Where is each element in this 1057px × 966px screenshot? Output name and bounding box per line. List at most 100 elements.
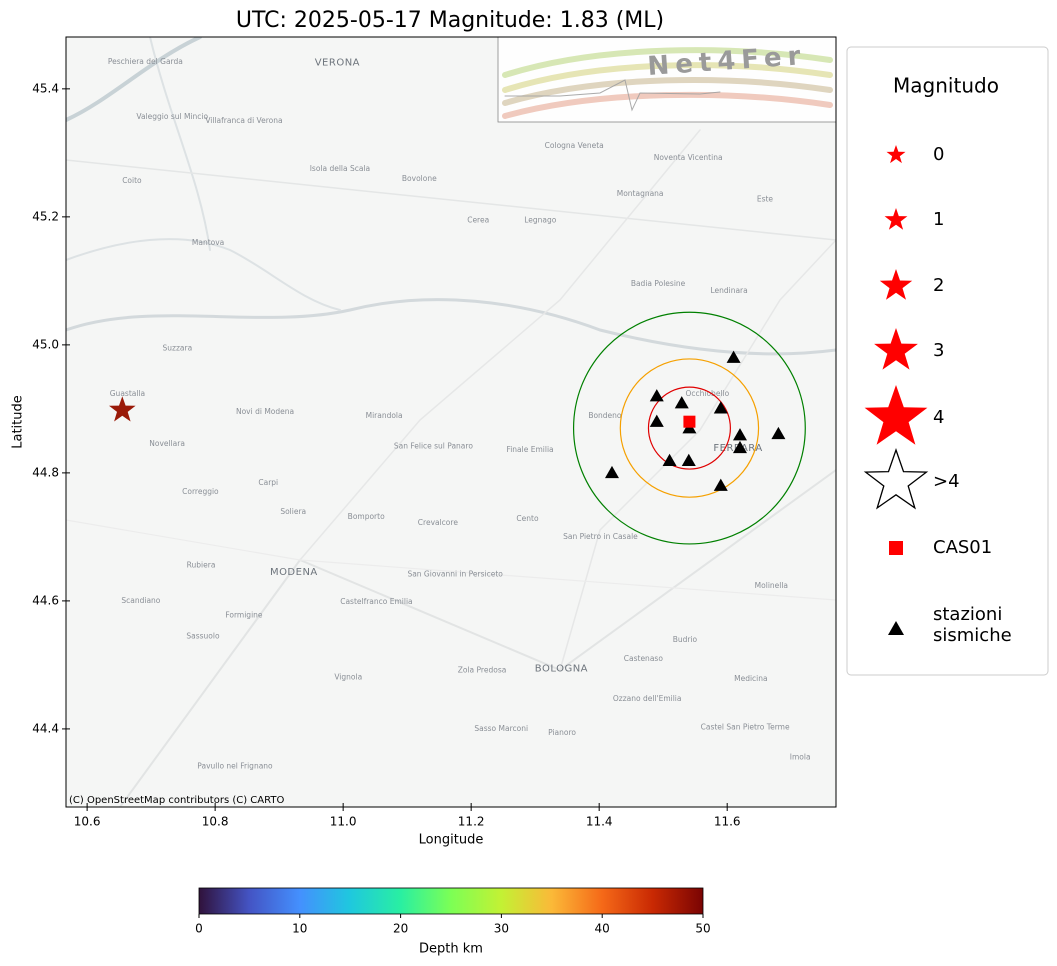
- station: [732, 428, 747, 441]
- map-label: Soliera: [280, 507, 306, 516]
- station: [732, 440, 747, 454]
- legend-label: CAS01: [933, 537, 992, 558]
- map-marks: [109, 311, 806, 545]
- map-label: Mantova: [192, 238, 224, 247]
- map-label: Novellara: [149, 439, 185, 448]
- colorbar-tick-label: 50: [695, 922, 710, 936]
- map-label: Molinella: [755, 581, 788, 590]
- x-tick-label: 11.2: [458, 815, 485, 829]
- colorbar-frame: [198, 887, 704, 915]
- legend-star: [863, 448, 929, 510]
- map-label: Occhiobello: [685, 389, 729, 398]
- legend-label: stazioni: [933, 604, 1002, 625]
- y-tick-label: 44.8: [32, 465, 59, 479]
- map-label: San Giovanni in Persiceto: [407, 570, 503, 579]
- map-label: Bomporto: [348, 512, 385, 521]
- map-label: Sassuolo: [186, 632, 220, 641]
- map-label: Montagnana: [617, 189, 664, 198]
- y-tick-label: 45.0: [32, 337, 59, 351]
- station: [649, 414, 664, 427]
- colorbar-tick-label: 0: [195, 922, 203, 936]
- map-label: Guastalla: [110, 389, 145, 398]
- station: [771, 426, 786, 440]
- x-axis-label: Longitude: [419, 833, 484, 848]
- map-label: Pavullo nel Frignano: [197, 762, 273, 771]
- map-label: Correggio: [182, 487, 219, 496]
- map-label: Castelfranco Emilia: [340, 597, 412, 606]
- legend-site: [889, 541, 903, 555]
- map-label: VERONA: [315, 58, 360, 69]
- map-label: Sasso Marconi: [474, 724, 528, 733]
- y-tick-label: 44.4: [32, 721, 59, 735]
- y-tick-label: 44.6: [32, 593, 59, 607]
- map-label: Peschiera del Garda: [108, 57, 183, 66]
- colorbar-tick-label: 40: [595, 922, 610, 936]
- map-label: Zola Predosa: [458, 666, 507, 675]
- logo-arcs: [502, 47, 833, 119]
- map-features: [66, 37, 836, 807]
- legend-box: [846, 46, 1049, 676]
- x-tick-label: 10.6: [74, 815, 101, 829]
- map-label: Scandiano: [121, 596, 160, 605]
- y-tick-label: 45.2: [32, 209, 59, 223]
- legend-star: [879, 269, 913, 300]
- x-tick-label: 10.8: [202, 815, 229, 829]
- map-label: Rubiera: [187, 561, 216, 570]
- map-label: Crevalcore: [418, 518, 459, 527]
- map-label: Villafranca di Verona: [205, 116, 282, 125]
- station: [726, 350, 741, 363]
- legend-label: 1: [933, 209, 944, 230]
- map-label: Cologna Veneta: [545, 141, 604, 150]
- map-label: Budrio: [673, 635, 698, 644]
- map-label: BOLOGNA: [535, 664, 588, 675]
- epicenter: [109, 396, 136, 422]
- legend-label: >4: [933, 471, 960, 492]
- map-label: Coito: [122, 176, 142, 185]
- map-label: Imola: [790, 753, 811, 762]
- map-label: Medicina: [734, 674, 768, 683]
- map-label: Vignola: [334, 673, 362, 682]
- chart-title: UTC: 2025-05-17 Magnitude: 1.83 (ML): [236, 8, 664, 33]
- map-label: Valeggio sul Mincio: [136, 112, 208, 121]
- map-label: Castel San Pietro Terme: [701, 723, 790, 732]
- map-label: Cento: [516, 514, 539, 523]
- station: [674, 396, 689, 409]
- map-label: Bondeno: [588, 411, 622, 420]
- distance-ring: [572, 311, 806, 545]
- station: [681, 453, 696, 466]
- y-axis-label: Latitude: [11, 395, 26, 449]
- legend-label: 4: [933, 407, 944, 428]
- map-label: Cerea: [467, 216, 489, 225]
- map-labels: VERONA Peschiera del Garda Valeggio sul Mi…: [108, 57, 811, 771]
- legend-title: Magnitudo: [893, 74, 999, 98]
- station: [713, 478, 728, 491]
- map-label: Suzzara: [163, 344, 193, 353]
- x-tick-label: 11.6: [714, 815, 741, 829]
- legend-star: [886, 145, 906, 164]
- colorbar-tick-label: 30: [494, 922, 509, 936]
- distance-ring: [619, 358, 760, 498]
- site-marker: [683, 415, 696, 428]
- colorbar: [199, 888, 703, 914]
- map-label: Bovolone: [402, 174, 437, 183]
- x-tick-label: 11.4: [586, 815, 613, 829]
- map-label: Finale Emilia: [506, 445, 553, 454]
- attribution: (C) OpenStreetMap contributors (C) CARTO: [69, 795, 284, 806]
- colorbar-label: Depth km: [419, 942, 483, 957]
- station: [713, 401, 728, 414]
- map-label: Este: [757, 195, 774, 204]
- map-label: Novi di Modena: [236, 407, 294, 416]
- map-label: Pianoro: [548, 728, 576, 737]
- map-label: Isola della Scala: [310, 164, 370, 173]
- map-label: Castenaso: [624, 654, 664, 663]
- map-label: Legnago: [524, 216, 557, 225]
- map-label: San Pietro in Casale: [563, 532, 638, 541]
- map-label: Lendinara: [710, 286, 747, 295]
- legend-star: [884, 208, 908, 230]
- legend-label: 2: [933, 275, 944, 296]
- map-label: Formigine: [225, 611, 263, 620]
- map-label: San Felice sul Panaro: [394, 442, 473, 451]
- map-label: Noventa Vicentina: [654, 153, 723, 162]
- legend-station: [888, 621, 904, 635]
